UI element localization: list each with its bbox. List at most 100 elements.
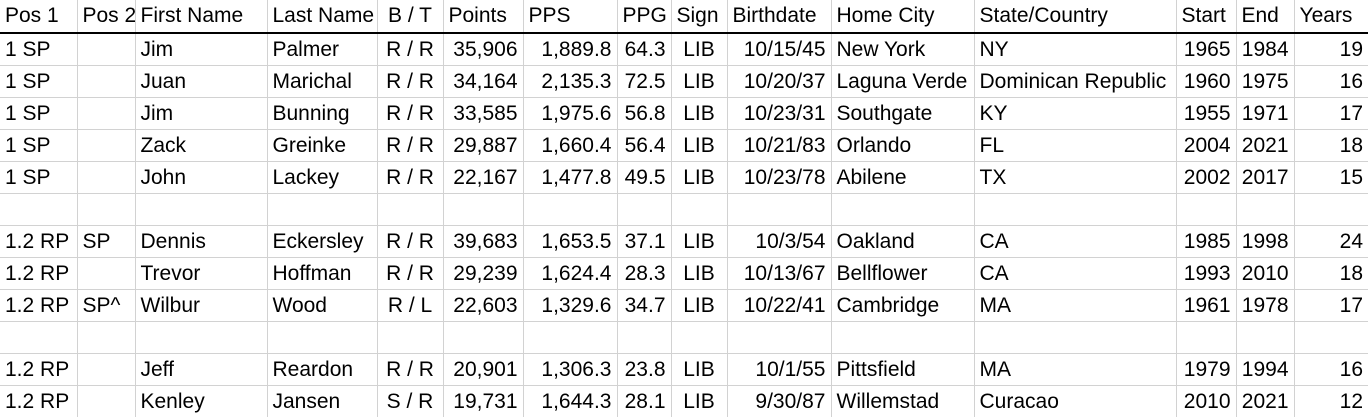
table-cell-home-city[interactable] <box>830 321 975 354</box>
column-header-b-t[interactable]: B / T <box>376 0 444 34</box>
table-cell-start[interactable]: 2010 <box>1175 385 1237 417</box>
table-cell-sign[interactable]: LIB <box>670 97 728 130</box>
table-cell-b-t[interactable]: R / L <box>376 289 444 322</box>
table-cell-birthdate[interactable]: 9/30/87 <box>726 385 832 417</box>
table-cell-home-city[interactable]: Laguna Verde <box>830 65 975 98</box>
table-cell-sign[interactable] <box>670 321 728 354</box>
column-header-last-name[interactable]: Last Name <box>266 0 378 34</box>
table-cell-end[interactable]: 1971 <box>1235 97 1295 130</box>
table-cell-pos-2[interactable] <box>76 257 136 290</box>
table-cell-pps[interactable]: 1,306.3 <box>522 353 618 386</box>
table-cell-last-name[interactable]: Lackey <box>266 161 378 194</box>
table-cell-points[interactable] <box>442 193 524 226</box>
table-cell-birthdate[interactable]: 10/23/31 <box>726 97 832 130</box>
table-cell-pos-2[interactable]: SP <box>76 225 136 258</box>
table-cell-birthdate[interactable]: 10/22/41 <box>726 289 832 322</box>
table-cell-sign[interactable]: LIB <box>670 257 728 290</box>
table-cell-years[interactable]: 18 <box>1293 257 1368 290</box>
table-cell-pps[interactable] <box>522 321 618 354</box>
table-cell-last-name[interactable] <box>266 321 378 354</box>
table-cell-points[interactable]: 39,683 <box>442 225 524 258</box>
table-cell-first-name[interactable] <box>134 193 268 226</box>
table-cell-pos-1[interactable] <box>0 193 78 226</box>
table-cell-start[interactable]: 1960 <box>1175 65 1237 98</box>
table-cell-ppg[interactable]: 49.5 <box>616 161 672 194</box>
table-cell-b-t[interactable]: R / R <box>376 161 444 194</box>
table-cell-pos-1[interactable]: 1.2 RP <box>0 257 78 290</box>
table-cell-years[interactable] <box>1293 321 1368 354</box>
table-cell-sign[interactable]: LIB <box>670 385 728 417</box>
table-cell-end[interactable]: 1978 <box>1235 289 1295 322</box>
table-cell-pos-2[interactable] <box>76 193 136 226</box>
table-cell-birthdate[interactable]: 10/23/78 <box>726 161 832 194</box>
table-cell-pos-1[interactable]: 1.2 RP <box>0 353 78 386</box>
table-cell-pps[interactable]: 1,660.4 <box>522 129 618 162</box>
table-cell-years[interactable]: 18 <box>1293 129 1368 162</box>
table-cell-ppg[interactable]: 23.8 <box>616 353 672 386</box>
table-cell-sign[interactable]: LIB <box>670 161 728 194</box>
table-cell-pps[interactable]: 1,975.6 <box>522 97 618 130</box>
table-cell-pos-2[interactable] <box>76 321 136 354</box>
table-cell-first-name[interactable]: Dennis <box>134 225 268 258</box>
column-header-points[interactable]: Points <box>442 0 524 34</box>
table-cell-state-country[interactable]: MA <box>973 353 1177 386</box>
table-cell-home-city[interactable]: Orlando <box>830 129 975 162</box>
table-cell-sign[interactable]: LIB <box>670 289 728 322</box>
table-cell-birthdate[interactable]: 10/21/83 <box>726 129 832 162</box>
table-cell-end[interactable] <box>1235 193 1295 226</box>
table-cell-ppg[interactable]: 64.3 <box>616 32 672 66</box>
table-cell-pps[interactable]: 1,477.8 <box>522 161 618 194</box>
table-cell-state-country[interactable] <box>973 193 1177 226</box>
table-cell-points[interactable]: 29,239 <box>442 257 524 290</box>
table-cell-sign[interactable] <box>670 193 728 226</box>
table-cell-pos-1[interactable]: 1 SP <box>0 161 78 194</box>
table-cell-pos-2[interactable]: SP^ <box>76 289 136 322</box>
table-cell-pos-1[interactable] <box>0 321 78 354</box>
table-cell-first-name[interactable] <box>134 321 268 354</box>
table-cell-pos-1[interactable]: 1.2 RP <box>0 289 78 322</box>
table-cell-first-name[interactable]: Juan <box>134 65 268 98</box>
table-cell-start[interactable] <box>1175 193 1237 226</box>
table-cell-points[interactable]: 29,887 <box>442 129 524 162</box>
table-cell-pos-2[interactable] <box>76 353 136 386</box>
table-cell-state-country[interactable]: CA <box>973 225 1177 258</box>
table-cell-start[interactable]: 1955 <box>1175 97 1237 130</box>
table-cell-start[interactable]: 2004 <box>1175 129 1237 162</box>
table-cell-years[interactable]: 17 <box>1293 289 1368 322</box>
table-cell-points[interactable]: 34,164 <box>442 65 524 98</box>
column-header-birthdate[interactable]: Birthdate <box>726 0 832 34</box>
table-cell-start[interactable]: 1993 <box>1175 257 1237 290</box>
table-cell-start[interactable]: 1965 <box>1175 32 1237 66</box>
column-header-pps[interactable]: PPS <box>522 0 618 34</box>
table-cell-end[interactable]: 1984 <box>1235 32 1295 66</box>
column-header-state-country[interactable]: State/Country <box>973 0 1177 34</box>
table-cell-pos-2[interactable] <box>76 161 136 194</box>
table-cell-pos-2[interactable] <box>76 65 136 98</box>
column-header-home-city[interactable]: Home City <box>830 0 975 34</box>
table-cell-b-t[interactable]: R / R <box>376 97 444 130</box>
table-cell-last-name[interactable]: Hoffman <box>266 257 378 290</box>
table-cell-last-name[interactable]: Marichal <box>266 65 378 98</box>
table-cell-points[interactable] <box>442 321 524 354</box>
table-cell-pos-1[interactable]: 1.2 RP <box>0 385 78 417</box>
table-cell-home-city[interactable]: Oakland <box>830 225 975 258</box>
table-cell-ppg[interactable]: 34.7 <box>616 289 672 322</box>
table-cell-end[interactable] <box>1235 321 1295 354</box>
table-cell-pos-1[interactable]: 1.2 RP <box>0 225 78 258</box>
table-cell-b-t[interactable]: R / R <box>376 65 444 98</box>
table-cell-points[interactable]: 20,901 <box>442 353 524 386</box>
table-cell-b-t[interactable]: R / R <box>376 225 444 258</box>
table-cell-ppg[interactable]: 28.3 <box>616 257 672 290</box>
table-cell-end[interactable]: 2021 <box>1235 385 1295 417</box>
table-cell-pps[interactable]: 1,329.6 <box>522 289 618 322</box>
table-cell-b-t[interactable] <box>376 193 444 226</box>
table-cell-years[interactable] <box>1293 193 1368 226</box>
table-cell-sign[interactable]: LIB <box>670 65 728 98</box>
table-cell-pps[interactable]: 1,653.5 <box>522 225 618 258</box>
table-cell-ppg[interactable] <box>616 193 672 226</box>
table-cell-b-t[interactable]: R / R <box>376 129 444 162</box>
table-cell-pps[interactable]: 1,644.3 <box>522 385 618 417</box>
table-cell-sign[interactable]: LIB <box>670 353 728 386</box>
table-cell-home-city[interactable]: Pittsfield <box>830 353 975 386</box>
table-cell-pos-2[interactable] <box>76 32 136 66</box>
